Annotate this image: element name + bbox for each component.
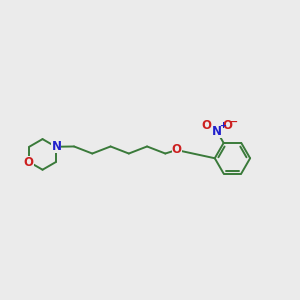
- Text: O: O: [172, 143, 182, 157]
- Text: N: N: [212, 125, 222, 138]
- Text: O: O: [24, 156, 34, 169]
- Text: +: +: [219, 121, 226, 130]
- Text: N: N: [51, 140, 62, 153]
- Text: O: O: [202, 119, 212, 132]
- Text: −: −: [230, 117, 238, 127]
- Text: O: O: [222, 119, 232, 132]
